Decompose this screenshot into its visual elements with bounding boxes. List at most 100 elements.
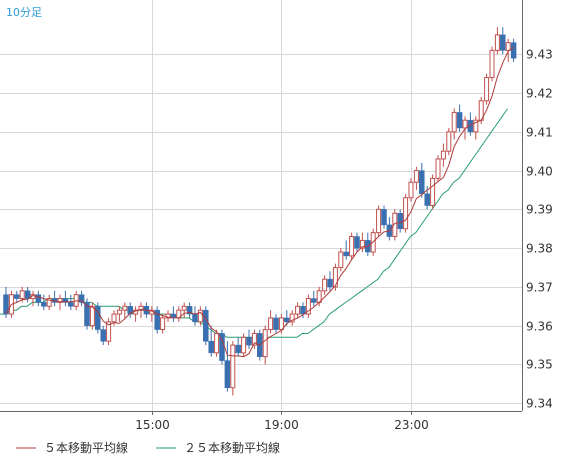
candle-body — [235, 344, 241, 354]
x-tick-label: 19:00 — [264, 418, 299, 432]
candle-body — [160, 317, 166, 331]
candle-up — [305, 294, 311, 318]
candle-body — [262, 329, 268, 358]
candle-body — [343, 251, 349, 257]
candle-down — [327, 271, 333, 291]
candle-body — [224, 360, 231, 388]
candle-body — [289, 313, 295, 323]
candle-body — [197, 309, 203, 323]
candle-body — [392, 212, 398, 238]
candle-down — [78, 290, 85, 307]
candle-body — [413, 170, 419, 183]
period-label: 10分足 — [6, 6, 42, 19]
candle-body — [246, 337, 252, 346]
candle-up — [473, 116, 479, 140]
candle-body — [430, 177, 436, 206]
candle-body — [505, 42, 511, 51]
candle-body — [116, 309, 122, 315]
candle-body — [95, 306, 101, 330]
axes: 9.34 9.35 9.36 9.37 9.38 9.39 9.40 9.41 9.42 9.43… — [0, 0, 553, 432]
candle-down — [41, 294, 47, 311]
candle-down — [100, 325, 106, 346]
candle-up — [392, 209, 398, 241]
candle-body — [484, 77, 490, 102]
candle-body — [203, 309, 209, 342]
candle-body — [322, 278, 328, 292]
candle-up — [268, 310, 274, 334]
candle-body — [241, 336, 247, 354]
candle-body — [419, 170, 425, 195]
candle-up — [413, 166, 419, 190]
candle-up — [332, 263, 338, 291]
candle-up — [197, 306, 203, 326]
candle-body — [111, 313, 117, 323]
candle-body — [305, 298, 311, 315]
candle-body — [489, 49, 495, 79]
candle-body — [24, 290, 31, 299]
candle-body — [408, 181, 414, 199]
candle-body — [332, 267, 338, 288]
candle-body — [397, 213, 403, 230]
candle-up — [408, 178, 414, 202]
candle-up — [214, 329, 220, 357]
candle-body — [100, 329, 106, 342]
candle-body — [446, 131, 452, 152]
candle-body — [338, 251, 344, 269]
candle-body — [376, 208, 382, 234]
candle-up — [262, 325, 268, 365]
candle-body — [473, 119, 479, 133]
candle-up — [241, 333, 247, 357]
candle-body — [122, 305, 128, 311]
candle-down — [510, 38, 517, 63]
candle-up — [116, 306, 122, 322]
candle-up — [505, 38, 511, 63]
candle-body — [327, 278, 333, 288]
candle-down — [467, 112, 474, 136]
candle-down — [419, 162, 425, 198]
candle-body — [78, 294, 85, 303]
candle-up — [494, 27, 500, 55]
candle-body — [106, 321, 112, 342]
candle-body — [19, 290, 25, 300]
candle-body — [278, 317, 284, 331]
candle-body — [295, 305, 301, 315]
candle-body — [208, 340, 214, 354]
x-tick-label: 23:00 — [394, 418, 429, 432]
candle-up — [181, 302, 187, 318]
candle-up — [462, 116, 468, 140]
candle-body — [192, 313, 198, 323]
candle-body — [230, 344, 236, 389]
y-tick-label: 9.36 — [526, 320, 553, 334]
candle-down — [62, 290, 69, 307]
candle-body — [14, 294, 20, 299]
candle-body — [494, 34, 500, 51]
candle-up — [122, 302, 128, 318]
candle-down — [219, 329, 225, 365]
candle-body — [138, 305, 144, 311]
candle-down — [500, 27, 506, 55]
candle-body — [284, 317, 290, 323]
candle-up — [446, 127, 452, 156]
ma5-layer — [5, 46, 514, 358]
candle-body — [456, 112, 463, 129]
candle-up — [165, 310, 171, 322]
candle-down — [68, 294, 74, 311]
candle-up — [376, 205, 382, 237]
candle-down — [14, 290, 20, 303]
candle-body — [251, 332, 257, 346]
candle-up — [251, 329, 257, 349]
legend-ma5-label: ５本移動平均線 — [44, 440, 128, 455]
candle-down — [246, 329, 252, 349]
candle-body — [359, 239, 365, 249]
candle-body — [300, 306, 306, 315]
y-tick-label: 9.39 — [526, 203, 553, 217]
candle-body — [46, 298, 52, 307]
candle-body — [89, 305, 95, 327]
candle-body — [435, 158, 441, 179]
candle-body — [41, 302, 47, 307]
x-tick-label: 15:00 — [135, 418, 170, 432]
candle-down — [203, 306, 209, 346]
candle-down — [84, 298, 90, 330]
candle-body — [381, 209, 387, 226]
